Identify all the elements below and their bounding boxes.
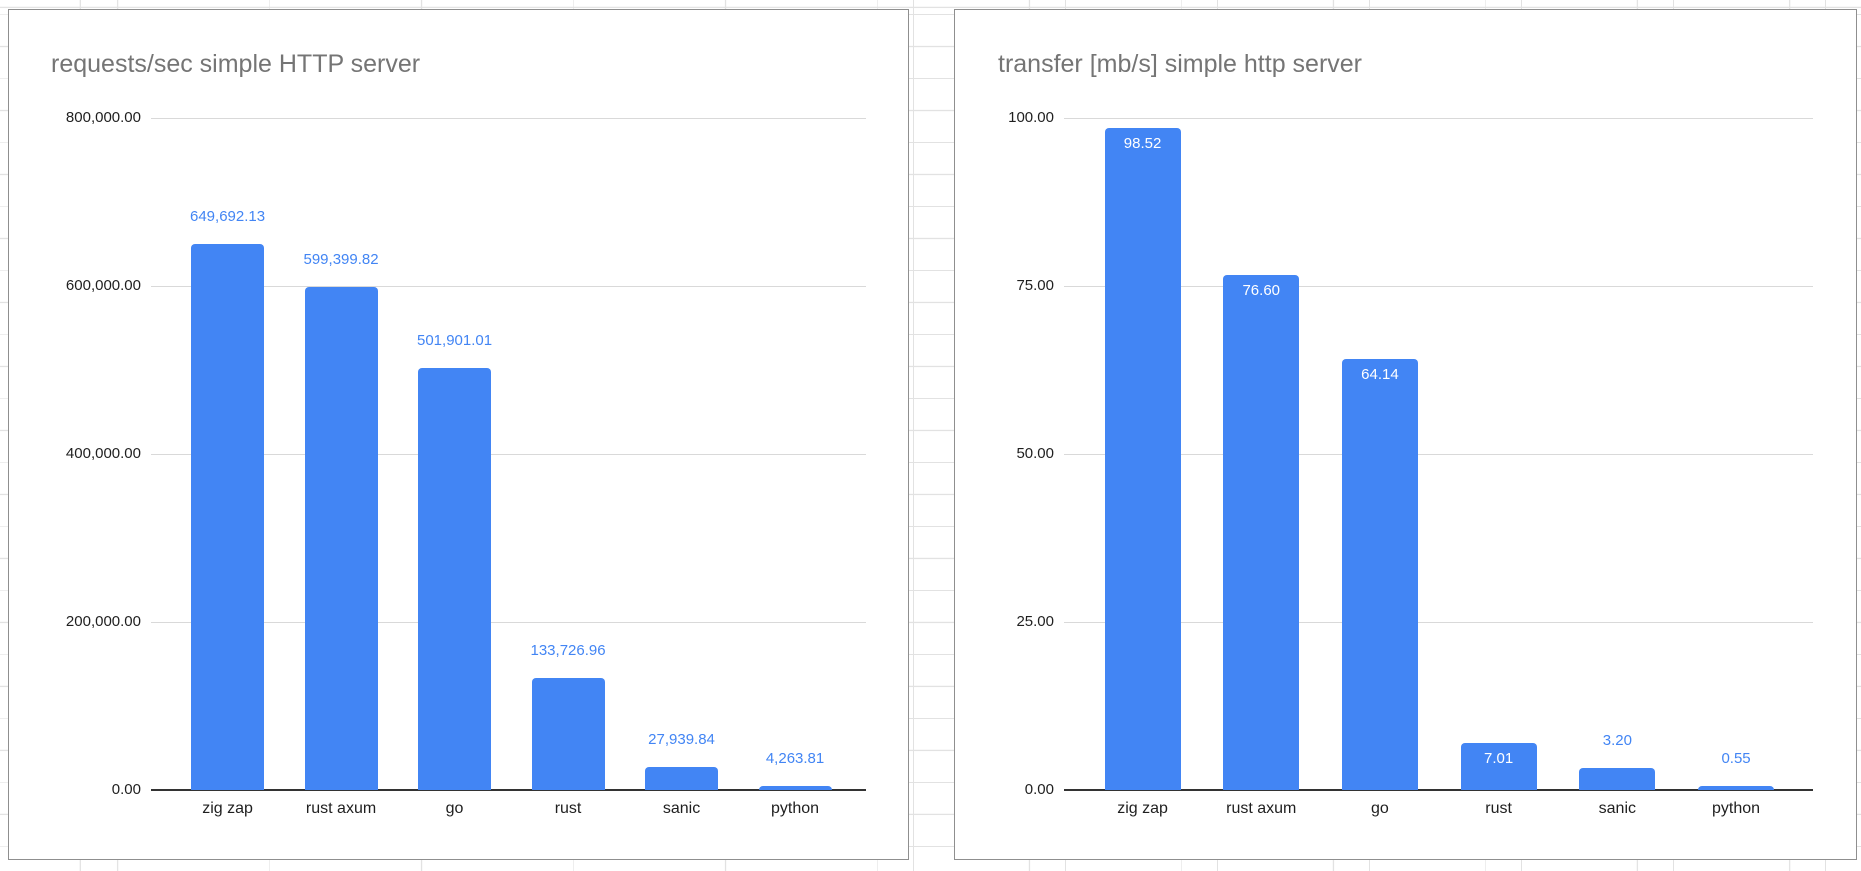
data-label: 133,726.96: [530, 641, 606, 659]
data-label: 3.20: [1602, 732, 1632, 750]
data-label: 27,939.84: [648, 730, 715, 748]
category-label: rust: [554, 800, 582, 817]
bar-zig-zap[interactable]: [1104, 127, 1181, 790]
bar-sanic[interactable]: [645, 766, 719, 790]
data-label: 64.14: [1361, 365, 1399, 383]
chart-title: transfer [mb/s] simple http server: [998, 50, 1363, 78]
bar-zig-zap[interactable]: [191, 244, 265, 790]
x-axis-line: [1064, 789, 1813, 791]
y-tick-label: 600,000.00: [65, 277, 141, 294]
category-label: rust axum: [1226, 800, 1297, 817]
category-label: zig zap: [202, 800, 253, 817]
category-label: zig zap: [1117, 800, 1168, 817]
y-gridline: [151, 286, 866, 287]
data-label: 501,901.01: [417, 332, 493, 350]
x-axis-line: [151, 789, 866, 791]
data-label: 649,692.13: [190, 208, 266, 226]
bar-rust-axum[interactable]: [304, 286, 378, 790]
category-label: go: [445, 800, 464, 817]
y-tick-label: 50.00: [1016, 445, 1054, 462]
y-gridline: [1064, 622, 1813, 623]
y-gridline: [151, 118, 866, 119]
category-label: sanic: [1598, 800, 1637, 817]
bar-go[interactable]: [418, 368, 492, 790]
y-tick-label: 800,000.00: [65, 109, 141, 126]
y-tick-label: 0.00: [111, 781, 141, 798]
chart-transfer-mbps[interactable]: transfer [mb/s] simple http server 100.0…: [954, 9, 1857, 860]
chart-title: requests/sec simple HTTP server: [51, 50, 421, 78]
bar-python[interactable]: [1698, 786, 1775, 790]
bar-rust[interactable]: [531, 677, 605, 790]
category-label: python: [771, 800, 820, 817]
chart-requests-per-sec[interactable]: requests/sec simple HTTP server 800,000.…: [8, 9, 909, 860]
y-tick-label: 100.00: [1008, 109, 1054, 126]
category-label: rust axum: [305, 800, 377, 817]
data-label: 4,263.81: [765, 750, 825, 768]
data-label: 98.52: [1123, 134, 1162, 152]
data-label: 599,399.82: [303, 250, 379, 268]
bar-sanic[interactable]: [1579, 768, 1656, 790]
category-label: python: [1712, 800, 1761, 817]
y-tick-label: 75.00: [1016, 277, 1054, 294]
y-gridline: [151, 454, 866, 455]
category-label: sanic: [662, 800, 701, 817]
y-tick-label: 400,000.00: [65, 445, 141, 462]
y-tick-label: 25.00: [1016, 613, 1054, 630]
data-label: 76.60: [1242, 282, 1281, 300]
y-tick-label: 0.00: [1024, 781, 1054, 798]
y-gridline: [151, 622, 866, 623]
bar-rust-axum[interactable]: [1223, 275, 1300, 790]
category-label: rust: [1485, 800, 1512, 817]
y-gridline: [1064, 286, 1813, 287]
bar-python[interactable]: [758, 786, 832, 790]
y-tick-label: 200,000.00: [65, 613, 141, 630]
bar-rust[interactable]: [1460, 742, 1537, 790]
y-gridline: [1064, 454, 1813, 455]
data-label: 7.01: [1484, 749, 1514, 767]
category-label: go: [1371, 800, 1389, 817]
bar-go[interactable]: [1341, 358, 1418, 790]
y-gridline: [1064, 118, 1813, 119]
data-label: 0.55: [1721, 750, 1751, 768]
